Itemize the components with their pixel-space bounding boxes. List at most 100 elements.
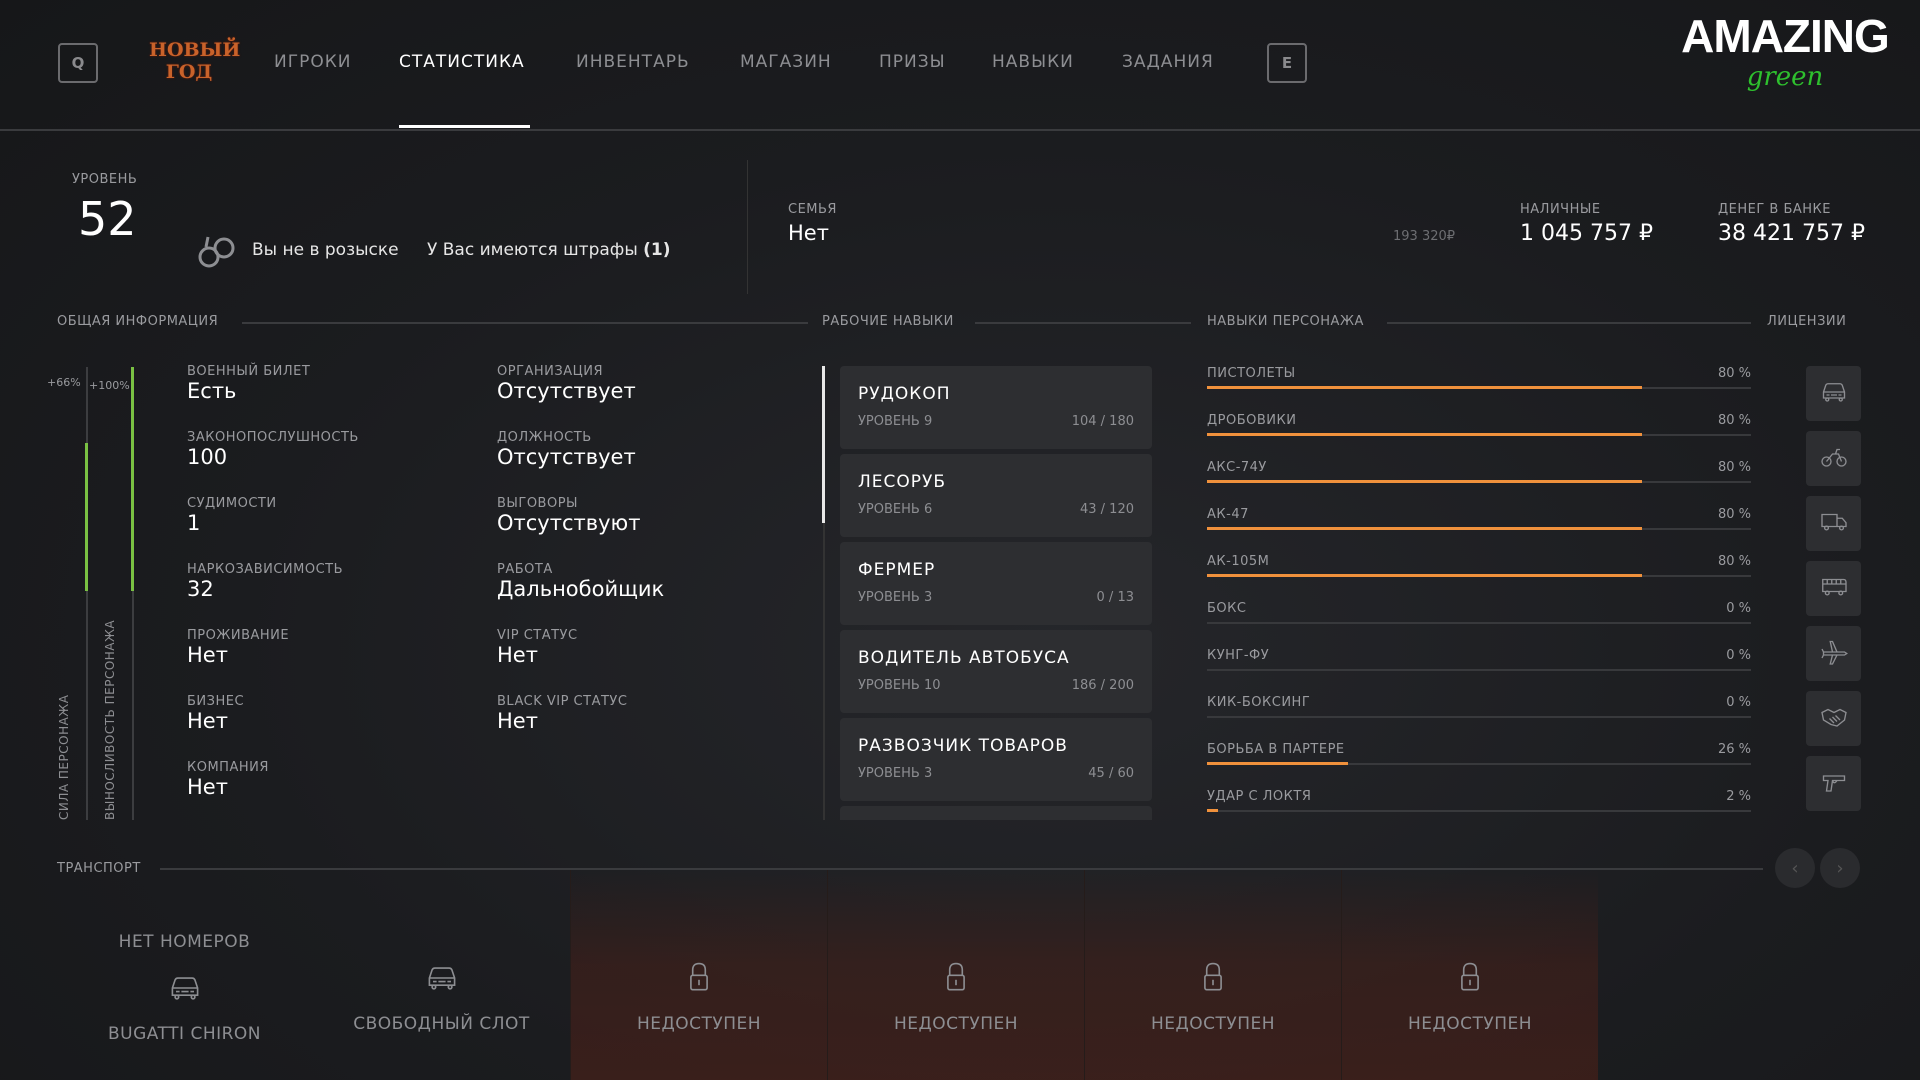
license-motorcycle[interactable] bbox=[1806, 431, 1861, 486]
section-character-skills: НАВЫКИ ПЕРСОНАЖА bbox=[1207, 314, 1364, 329]
slot-label: НЕДОСТУПЕН bbox=[893, 1014, 1019, 1034]
tab-quests[interactable]: ЗАДАНИЯ bbox=[1122, 52, 1214, 72]
skill-percent: 80 % bbox=[1717, 554, 1751, 569]
cash-label: НАЛИЧНЫЕ bbox=[1520, 202, 1601, 217]
skill-bar-track bbox=[1207, 669, 1751, 671]
transport-prev-button[interactable]: ‹ bbox=[1775, 848, 1815, 888]
skill-percent: 2 % bbox=[1726, 789, 1751, 804]
job-level: УРОВЕНЬ 3 bbox=[858, 766, 933, 781]
info-value: Отсутствуют bbox=[497, 511, 641, 535]
transport-slot-locked[interactable]: НЕДОСТУПЕН bbox=[827, 870, 1084, 1080]
section-line bbox=[242, 322, 808, 324]
jobs-scrollbar-thumb[interactable] bbox=[822, 366, 825, 523]
bank-value: 38 421 757 ₽ bbox=[1718, 221, 1865, 246]
job-progress: 45 / 60 bbox=[1088, 766, 1134, 781]
job-name: ЛЕСОРУБ bbox=[858, 472, 947, 492]
slot-label: НЕДОСТУПЕН bbox=[636, 1014, 762, 1034]
license-pistol[interactable] bbox=[1806, 756, 1861, 811]
section-transport: ТРАНСПОРТ bbox=[57, 861, 141, 876]
job-progress: 186 / 200 bbox=[1071, 678, 1134, 693]
tab-shop[interactable]: МАГАЗИН bbox=[740, 52, 832, 72]
job-level: УРОВЕНЬ 3 bbox=[858, 590, 933, 605]
transport-slot[interactable]: НЕТ НОМЕРОВ BUGATTI CHIRON bbox=[56, 870, 313, 1080]
section-licenses: ЛИЦЕНЗИИ bbox=[1767, 314, 1847, 329]
lock-icon bbox=[938, 960, 974, 1000]
skill-name: АК-105М bbox=[1207, 554, 1270, 569]
skill-row: УДАР С ЛОКТЯ 2 % bbox=[1207, 789, 1751, 829]
active-tab-indicator bbox=[399, 125, 530, 128]
stamina-label: ВЫНОСЛИВОСТЬ ПЕРСОНАЖА bbox=[103, 619, 117, 820]
skill-row: АК-105М 80 % bbox=[1207, 554, 1751, 594]
skill-row: БОРЬБА В ПАРТЕРЕ 26 % bbox=[1207, 742, 1751, 782]
job-card[interactable]: РУДОКОП УРОВЕНЬ 9 104 / 180 bbox=[840, 366, 1152, 449]
strength-bar-fill bbox=[85, 443, 88, 591]
skill-bar-fill bbox=[1207, 480, 1643, 483]
license-car[interactable] bbox=[1806, 366, 1861, 421]
info-label: VIP СТАТУС bbox=[497, 628, 578, 643]
license-truck[interactable] bbox=[1806, 496, 1861, 551]
skill-bar-fill bbox=[1207, 574, 1643, 577]
info-reprimands: ВЫГОВОРЫ Отсутствуют bbox=[497, 496, 640, 535]
tab-statistics[interactable]: СТАТИСТИКА bbox=[399, 52, 525, 72]
car-icon bbox=[167, 970, 203, 1010]
skill-bar-fill bbox=[1207, 527, 1643, 530]
license-bus[interactable] bbox=[1806, 561, 1861, 616]
fines-text: У Вас имеются штрафы bbox=[427, 240, 638, 260]
skill-bar-track bbox=[1207, 716, 1751, 718]
slot-label: НЕДОСТУПЕН bbox=[1407, 1014, 1533, 1034]
car-icon bbox=[1819, 377, 1849, 411]
job-card-partial[interactable] bbox=[840, 806, 1152, 820]
tab-inventory[interactable]: ИНВЕНТАРЬ bbox=[576, 52, 690, 72]
family-value: Нет bbox=[788, 221, 829, 245]
job-progress: 104 / 180 bbox=[1071, 414, 1134, 429]
skill-percent: 0 % bbox=[1726, 648, 1751, 663]
info-vip: VIP СТАТУС Нет bbox=[497, 628, 578, 667]
summary-divider bbox=[747, 160, 748, 294]
transport-next-button[interactable]: › bbox=[1820, 848, 1860, 888]
license-handshake[interactable] bbox=[1806, 691, 1861, 746]
slot-label: СВОБОДНЫЙ СЛОТ bbox=[353, 1014, 530, 1034]
transport-slot[interactable]: СВОБОДНЫЙ СЛОТ bbox=[313, 870, 570, 1080]
info-convictions: СУДИМОСТИ 1 bbox=[187, 496, 277, 535]
tab-prizes[interactable]: ПРИЗЫ bbox=[879, 52, 946, 72]
motorcycle-icon bbox=[1819, 442, 1849, 476]
info-company: КОМПАНИЯ Нет bbox=[187, 760, 269, 799]
job-card[interactable]: ВОДИТЕЛЬ АВТОБУСА УРОВЕНЬ 10 186 / 200 bbox=[840, 630, 1152, 713]
tab-players[interactable]: ИГРОКИ bbox=[274, 52, 352, 72]
job-card[interactable]: ЛЕСОРУБ УРОВЕНЬ 6 43 / 120 bbox=[840, 454, 1152, 537]
transport-slot-locked[interactable]: НЕДОСТУПЕН bbox=[570, 870, 827, 1080]
skill-name: КИК-БОКСИНГ bbox=[1207, 695, 1311, 710]
skill-row: АК-47 80 % bbox=[1207, 507, 1751, 547]
info-value: Нет bbox=[187, 709, 228, 733]
info-label: ВЫГОВОРЫ bbox=[497, 496, 579, 511]
strength-bar-track bbox=[86, 367, 88, 820]
jobs-scrollbar-track[interactable] bbox=[823, 366, 825, 820]
info-value: Отсутствует bbox=[497, 445, 636, 469]
skill-name: ПИСТОЛЕТЫ bbox=[1207, 366, 1296, 381]
license-plane[interactable] bbox=[1806, 626, 1861, 681]
job-progress: 43 / 120 bbox=[1080, 502, 1134, 517]
next-tab-key-e[interactable]: E bbox=[1267, 43, 1307, 83]
info-value: Нет bbox=[187, 643, 228, 667]
info-value: 32 bbox=[187, 577, 214, 601]
job-card[interactable]: ФЕРМЕР УРОВЕНЬ 3 0 / 13 bbox=[840, 542, 1152, 625]
info-position: ДОЛЖНОСТЬ Отсутствует bbox=[497, 430, 636, 469]
section-job-skills: РАБОЧИЕ НАВЫКИ bbox=[822, 314, 954, 329]
fines-info[interactable]: У Вас имеются штрафы (1) bbox=[427, 240, 671, 260]
job-level: УРОВЕНЬ 9 bbox=[858, 414, 933, 429]
car-icon bbox=[424, 960, 460, 1000]
vehicle-name: BUGATTI CHIRON bbox=[107, 1024, 262, 1044]
job-level: УРОВЕНЬ 6 bbox=[858, 502, 933, 517]
prev-tab-key-q[interactable]: Q bbox=[58, 43, 98, 83]
info-value: Нет bbox=[497, 643, 538, 667]
skill-name: УДАР С ЛОКТЯ bbox=[1207, 789, 1312, 804]
tab-skills[interactable]: НАВЫКИ bbox=[992, 52, 1074, 72]
section-line bbox=[1387, 322, 1751, 324]
info-value: Нет bbox=[497, 709, 538, 733]
fines-count: (1) bbox=[643, 240, 671, 260]
transport-slot-locked[interactable]: НЕДОСТУПЕН bbox=[1341, 870, 1598, 1080]
skill-percent: 0 % bbox=[1726, 601, 1751, 616]
job-card[interactable]: РАЗВОЗЧИК ТОВАРОВ УРОВЕНЬ 3 45 / 60 bbox=[840, 718, 1152, 801]
transport-slot-locked[interactable]: НЕДОСТУПЕН bbox=[1084, 870, 1341, 1080]
info-label: ПРОЖИВАНИЕ bbox=[187, 628, 290, 643]
